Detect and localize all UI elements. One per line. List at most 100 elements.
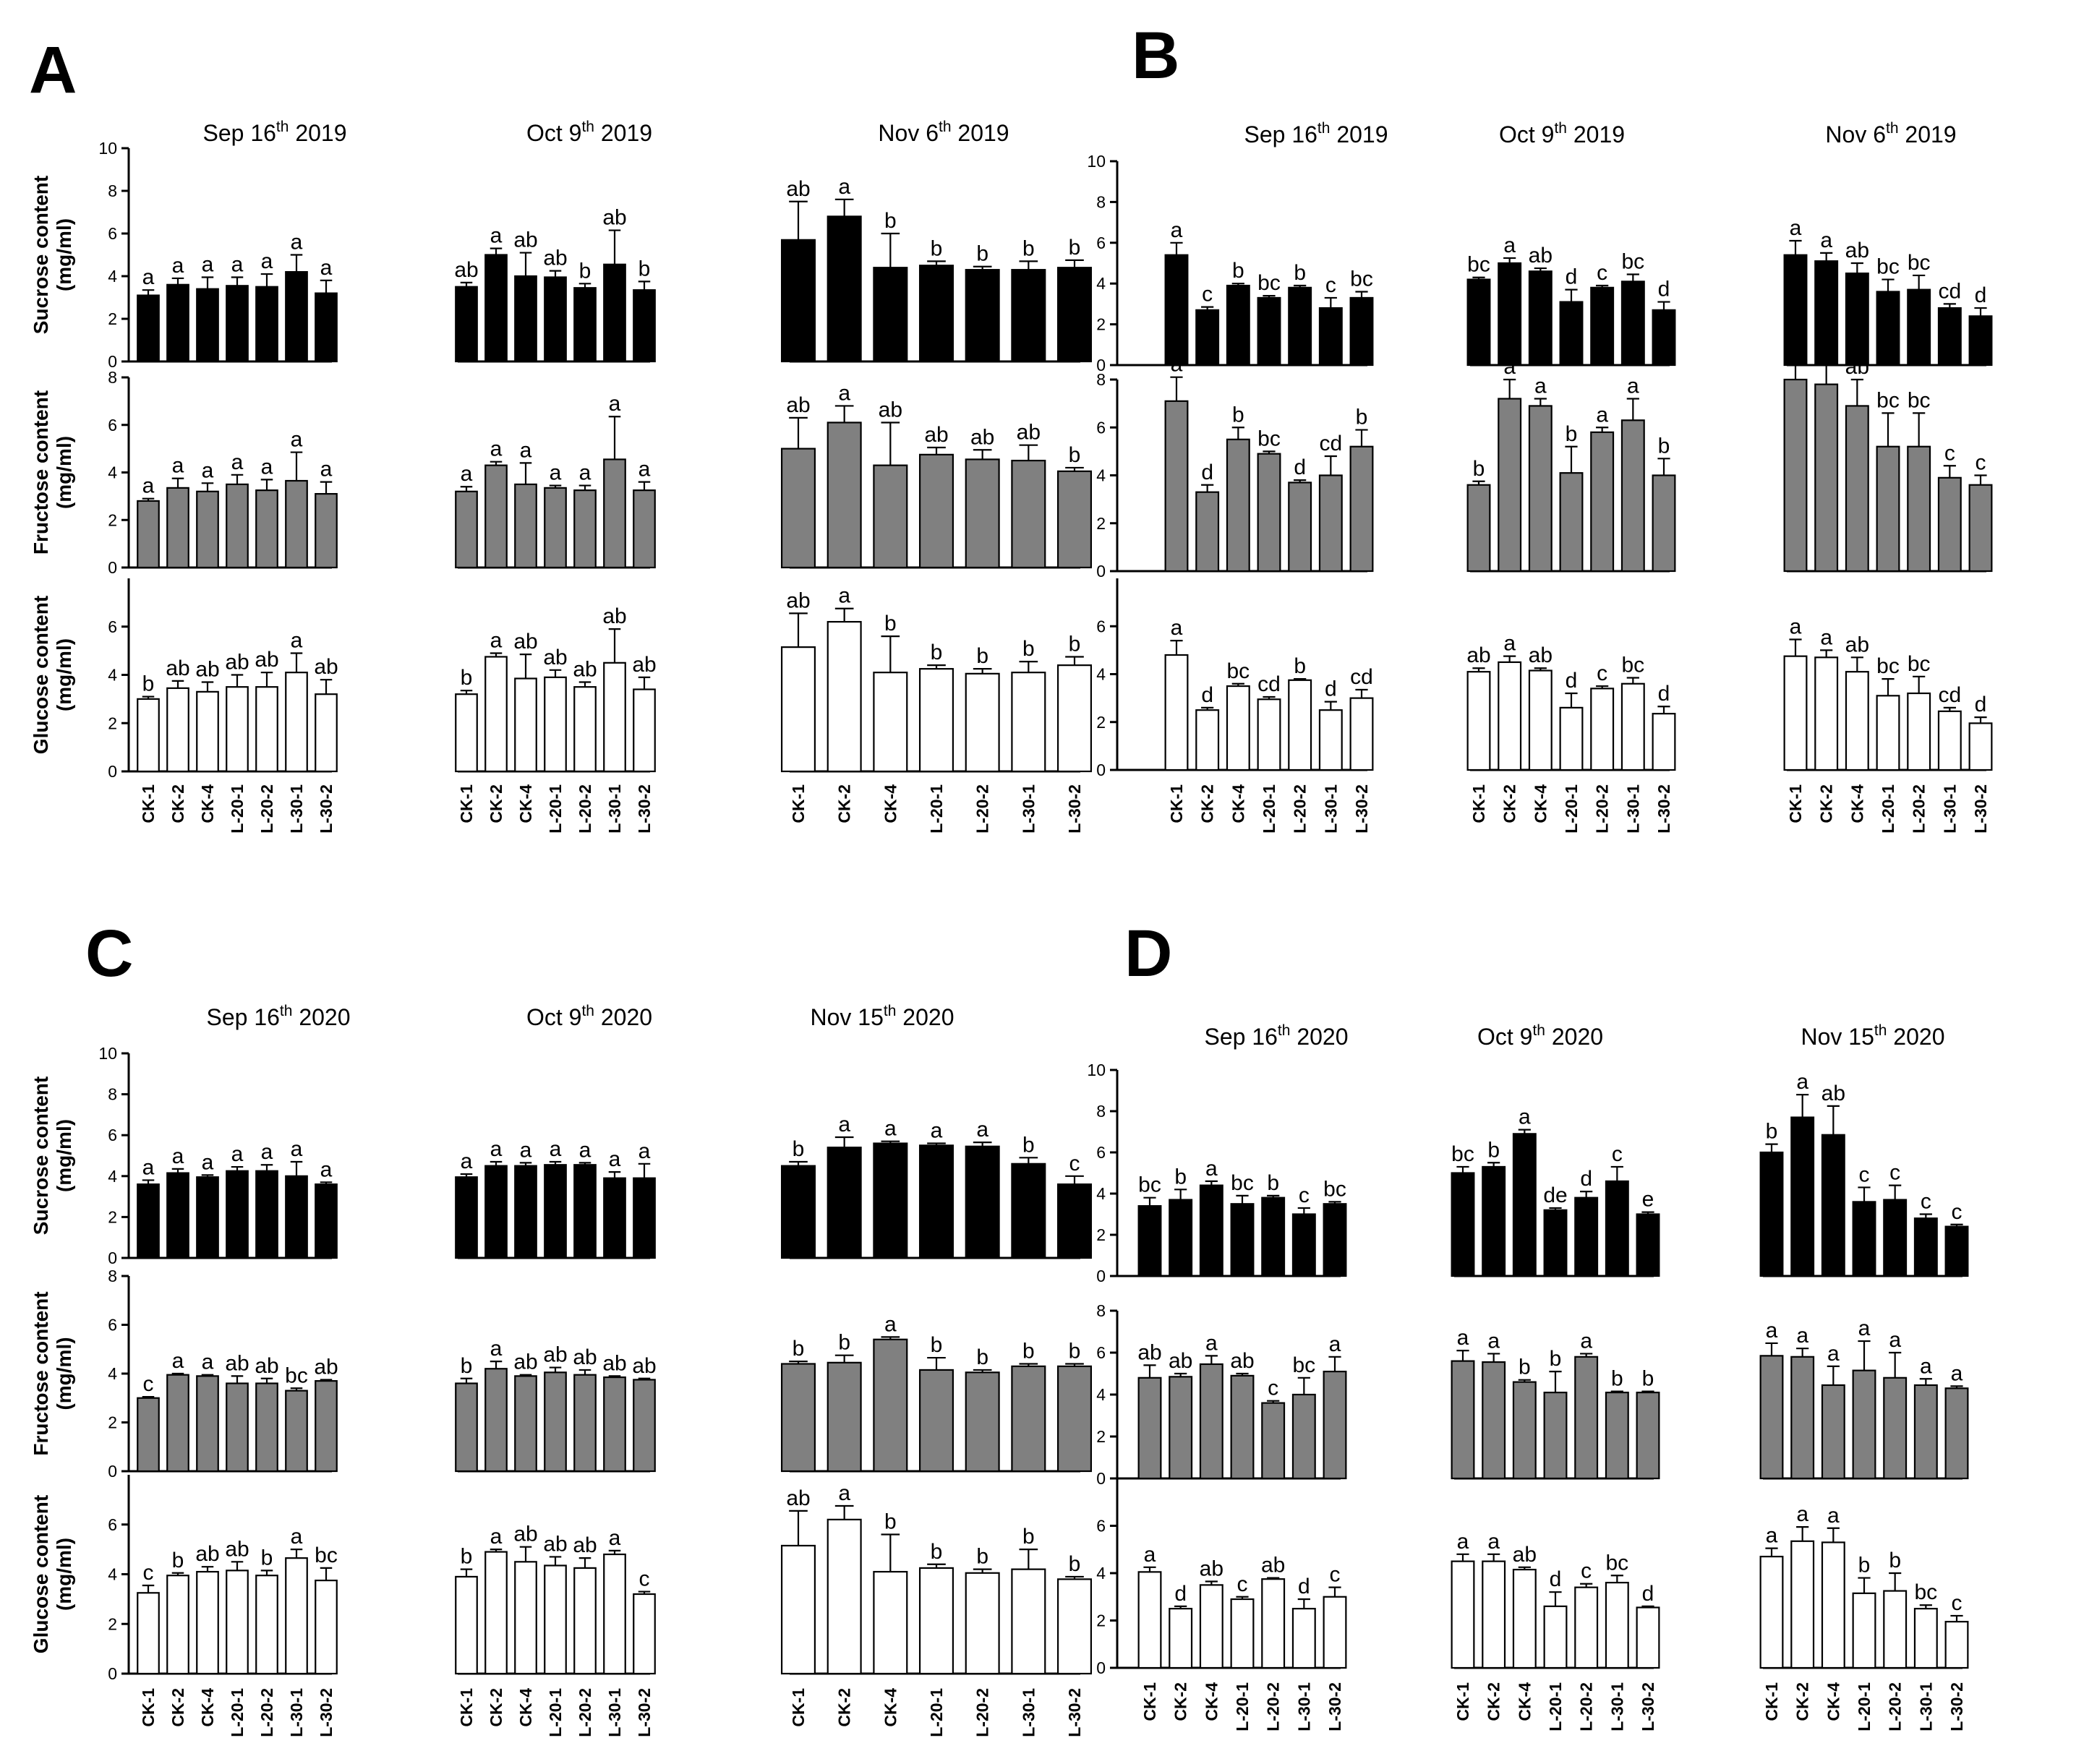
significance-label: a bbox=[550, 1137, 562, 1161]
significance-label: b bbox=[1294, 654, 1306, 678]
significance-label: a bbox=[231, 1142, 244, 1166]
significance-label: ab bbox=[513, 228, 537, 252]
y-tick-label: 4 bbox=[1096, 1385, 1106, 1404]
significance-label: b bbox=[1473, 457, 1485, 481]
category-tick-label: CK-2 bbox=[168, 784, 187, 823]
bar bbox=[1056, 470, 1093, 569]
category-tick-label: L-20-2 bbox=[973, 1688, 992, 1737]
bar bbox=[1937, 476, 1962, 573]
bar bbox=[573, 489, 597, 569]
date-title: Nov 15th 2020 bbox=[1801, 1022, 1945, 1050]
y-axis-label: Fructose content(mg/ml) bbox=[30, 390, 75, 555]
bar bbox=[918, 1144, 954, 1259]
y-tick-label: 2 bbox=[1096, 1427, 1106, 1446]
significance-label: d bbox=[1580, 1167, 1592, 1191]
bar bbox=[603, 1553, 626, 1675]
bar bbox=[603, 263, 626, 363]
significance-label: a bbox=[320, 1157, 333, 1181]
bar bbox=[166, 283, 189, 363]
significance-label: b bbox=[461, 1545, 473, 1569]
category-tick-label: L-20-2 bbox=[1291, 784, 1310, 834]
significance-label: b bbox=[1069, 443, 1081, 467]
significance-label: ab bbox=[166, 656, 189, 680]
bar bbox=[1528, 270, 1553, 367]
significance-label: b bbox=[976, 242, 988, 266]
bar bbox=[544, 1564, 567, 1675]
date-title: Nov 6th 2019 bbox=[878, 119, 1009, 146]
significance-label: d bbox=[1658, 278, 1670, 301]
significance-label: bc bbox=[1231, 1171, 1254, 1195]
category-tick-label: CK-1 bbox=[457, 1688, 476, 1727]
bar bbox=[1323, 1203, 1347, 1277]
significance-label: b bbox=[1566, 422, 1578, 446]
bar bbox=[1451, 1360, 1475, 1480]
significance-label: a bbox=[490, 1525, 503, 1549]
significance-label: a bbox=[202, 252, 214, 276]
bar bbox=[544, 1164, 567, 1259]
y-tick-label: 4 bbox=[108, 1167, 117, 1186]
bar bbox=[196, 690, 219, 773]
significance-label: a bbox=[172, 1144, 184, 1168]
bar bbox=[1056, 267, 1093, 363]
date-title: Sep 16th 2019 bbox=[202, 119, 346, 146]
significance-label: c bbox=[1952, 1591, 1963, 1615]
bar bbox=[166, 487, 189, 569]
category-tick-label: L-20-2 bbox=[973, 784, 992, 834]
significance-label: b bbox=[1022, 1340, 1035, 1363]
significance-label: cd bbox=[1257, 672, 1281, 696]
bar bbox=[1482, 1165, 1506, 1277]
significance-label: a bbox=[261, 249, 273, 273]
significance-label: a bbox=[231, 450, 244, 474]
bar bbox=[1011, 1568, 1046, 1675]
bar bbox=[573, 287, 597, 363]
bar bbox=[1876, 445, 1900, 573]
category-tick-label: L-30-2 bbox=[317, 1688, 336, 1737]
y-tick-label: 8 bbox=[108, 1267, 117, 1285]
bar bbox=[137, 294, 160, 363]
y-axis-label: Fructose content(mg/ml) bbox=[30, 1291, 75, 1455]
significance-label: ab bbox=[632, 1354, 656, 1378]
significance-label: a bbox=[1889, 1328, 1901, 1352]
bar bbox=[1937, 307, 1962, 367]
bar bbox=[1482, 1361, 1506, 1480]
bar bbox=[1559, 301, 1584, 367]
panel-label: A bbox=[29, 33, 77, 107]
significance-label: d bbox=[1174, 1582, 1187, 1606]
bar bbox=[315, 492, 338, 569]
bar bbox=[514, 483, 537, 569]
significance-label: b bbox=[931, 236, 943, 260]
category-tick-label: CK-4 bbox=[198, 1688, 217, 1727]
significance-label: bc bbox=[1257, 271, 1281, 295]
panel-b: B Sep 16th 2019 Oct 9th 2019 Nov 6th 2019 0 2… bbox=[1087, 19, 1993, 834]
significance-label: d bbox=[1325, 677, 1337, 701]
bar bbox=[1876, 291, 1900, 367]
significance-label: b bbox=[884, 209, 897, 233]
bar bbox=[1199, 1584, 1223, 1669]
significance-label: ab bbox=[573, 1533, 597, 1557]
bar bbox=[514, 1165, 537, 1259]
significance-label: c bbox=[1976, 451, 1986, 475]
bar bbox=[918, 1567, 954, 1675]
y-tick-label: 8 bbox=[108, 368, 117, 387]
bar bbox=[1783, 655, 1808, 771]
date-title: Oct 9th 2019 bbox=[1499, 120, 1625, 147]
bar bbox=[315, 1380, 338, 1473]
significance-label: d bbox=[1566, 669, 1578, 693]
bar bbox=[1907, 692, 1931, 771]
date-title: Nov 6th 2019 bbox=[1825, 120, 1956, 147]
significance-label: a bbox=[291, 628, 303, 652]
significance-label: b bbox=[1889, 1549, 1901, 1572]
bar bbox=[544, 276, 567, 363]
y-tick-label: 6 bbox=[1096, 234, 1106, 252]
bar bbox=[1968, 722, 1993, 771]
y-axis-label: Glucose content(mg/ml) bbox=[30, 596, 75, 754]
significance-label: b bbox=[976, 1545, 988, 1569]
significance-label: ab bbox=[513, 1523, 537, 1546]
y-tick-label: 8 bbox=[108, 1085, 117, 1104]
bar bbox=[285, 1557, 308, 1675]
significance-label: a bbox=[609, 1147, 621, 1171]
bar bbox=[918, 1369, 954, 1473]
bar bbox=[1821, 1384, 1845, 1480]
bar bbox=[1498, 661, 1522, 771]
category-tick-label: L-30-1 bbox=[1607, 1682, 1626, 1731]
